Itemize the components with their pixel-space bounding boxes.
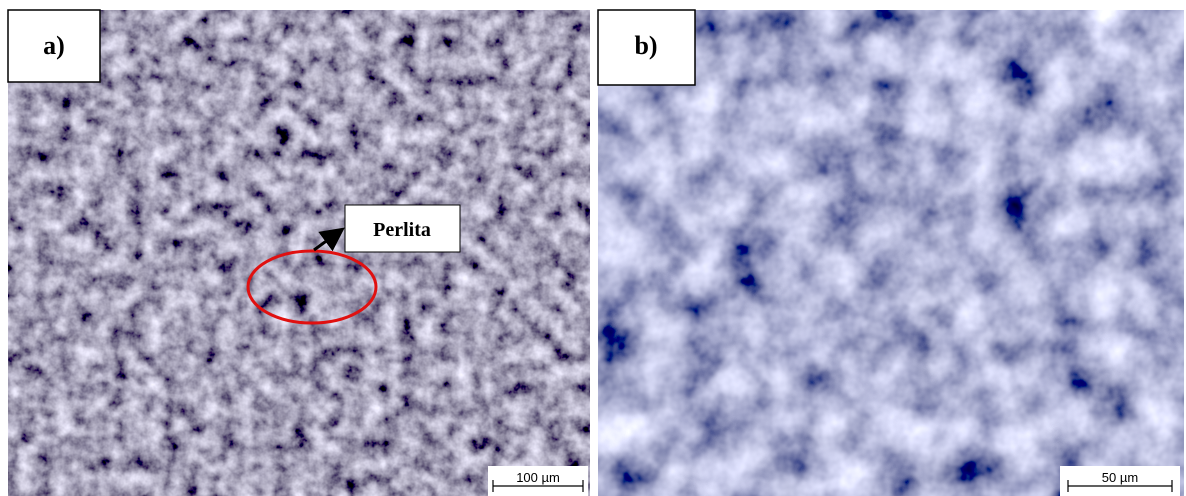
- panel-b: b) 50 µm: [598, 10, 1184, 496]
- scale-bar-label: 100 µm: [516, 470, 560, 485]
- annotation: Perlita: [373, 219, 431, 241]
- panel-label: b): [634, 31, 657, 60]
- scale-bar-label: 50 µm: [1102, 470, 1138, 485]
- panel-label: a): [43, 31, 65, 60]
- figure: a) Perlita 100 µm b) 50 µm: [0, 0, 1186, 496]
- panel-a: a) Perlita 100 µm: [8, 10, 590, 496]
